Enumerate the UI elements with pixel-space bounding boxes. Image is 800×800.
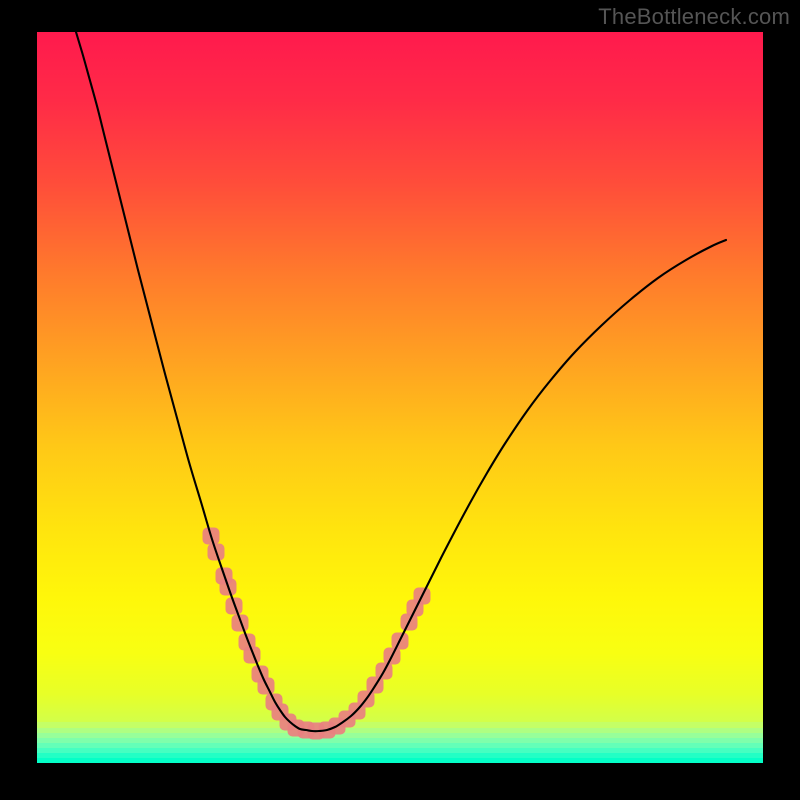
plot-area (37, 32, 763, 763)
watermark-text: TheBottleneck.com (598, 4, 790, 30)
bottleneck-curve (66, 0, 726, 731)
markers-group (203, 528, 431, 740)
chart-svg (37, 32, 763, 763)
